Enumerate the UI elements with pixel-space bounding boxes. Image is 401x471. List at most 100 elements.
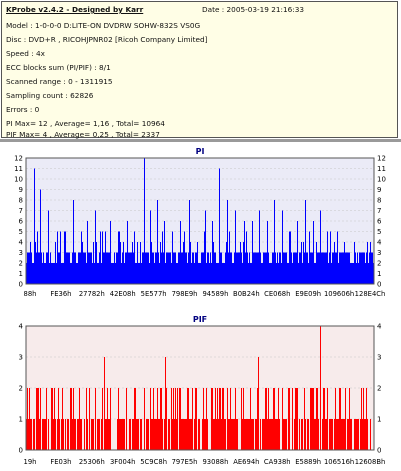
bar: [37, 388, 38, 450]
bar: [48, 419, 49, 450]
bar: [220, 388, 221, 450]
bar: [195, 252, 196, 284]
bar: [132, 242, 133, 284]
bar: [311, 388, 312, 450]
bar: [316, 388, 317, 450]
bar: [39, 252, 40, 284]
bar: [215, 252, 216, 284]
bar: [92, 263, 93, 284]
bar: [328, 263, 329, 284]
bar: [266, 252, 267, 284]
bar: [248, 419, 249, 450]
bar: [82, 242, 83, 284]
bar: [252, 221, 253, 284]
bar: [344, 242, 345, 284]
bar: [164, 221, 165, 284]
bar: [330, 231, 331, 284]
bar: [34, 419, 35, 450]
bar: [188, 252, 189, 284]
bar: [365, 419, 366, 450]
bar: [323, 252, 324, 284]
bar: [47, 252, 48, 284]
bar: [33, 419, 34, 450]
bar: [58, 252, 59, 284]
bar: [245, 252, 246, 284]
y-tick-label-left: 4: [19, 323, 24, 331]
bar: [65, 231, 66, 284]
bar: [361, 252, 362, 284]
bar: [97, 419, 98, 450]
bar: [251, 419, 252, 450]
bar: [85, 252, 86, 284]
y-tick-label-left: 1: [19, 270, 23, 278]
bar: [364, 252, 365, 284]
y-tick-label-right: 0: [377, 447, 381, 455]
bar: [345, 388, 346, 450]
bar: [230, 252, 231, 284]
bar: [329, 419, 330, 450]
bar: [39, 419, 40, 450]
bar: [329, 252, 330, 284]
bar: [143, 252, 144, 284]
y-tick-label-left: 6: [19, 218, 24, 226]
panel-separator: [0, 139, 401, 142]
bar: [302, 419, 303, 450]
bar: [205, 210, 206, 284]
bar: [130, 252, 131, 284]
bar: [134, 231, 135, 284]
bar: [160, 388, 161, 450]
bar: [276, 263, 277, 284]
bar: [168, 252, 169, 284]
bar: [138, 263, 139, 284]
bar: [263, 252, 264, 284]
bar: [240, 242, 241, 284]
bar: [28, 252, 29, 284]
chart-title: PIF: [193, 315, 207, 324]
bar: [337, 419, 338, 450]
bar: [159, 263, 160, 284]
bar: [30, 419, 31, 450]
bar: [287, 263, 288, 284]
bar: [135, 263, 136, 284]
bar: [62, 263, 63, 284]
bar: [45, 419, 46, 450]
bar: [88, 252, 89, 284]
bar: [218, 263, 219, 284]
bar: [51, 263, 52, 284]
bar: [93, 242, 94, 284]
bar: [104, 357, 105, 450]
bar: [168, 419, 169, 450]
info-pi-stats: PI Max= 12 , Average= 1,16 , Total= 1096…: [6, 119, 165, 128]
bar: [257, 252, 258, 284]
plot-border: [25, 325, 375, 451]
bar: [228, 419, 229, 450]
bar: [271, 419, 272, 450]
bar: [247, 252, 248, 284]
bar: [117, 419, 118, 450]
bar: [146, 252, 147, 284]
bar: [162, 231, 163, 284]
x-tick-label: 3F004h: [110, 458, 136, 466]
bar: [71, 263, 72, 284]
bar: [233, 419, 234, 450]
bar: [349, 252, 350, 284]
bar: [316, 242, 317, 284]
bar: [201, 252, 202, 284]
bar: [339, 388, 340, 450]
bar: [297, 388, 298, 450]
bar: [313, 221, 314, 284]
bar: [202, 252, 203, 284]
y-tick-label-right: 10: [377, 176, 386, 184]
bar: [177, 388, 178, 450]
bar: [344, 419, 345, 450]
bar: [224, 419, 225, 450]
bar: [92, 419, 93, 450]
bar: [28, 419, 29, 450]
x-tick-label: B0B24h: [233, 290, 260, 298]
bar: [236, 252, 237, 284]
bar: [202, 419, 203, 450]
bar: [75, 419, 76, 450]
bar: [171, 263, 172, 284]
bar: [217, 263, 218, 284]
y-tick-label-right: 4: [377, 239, 382, 247]
